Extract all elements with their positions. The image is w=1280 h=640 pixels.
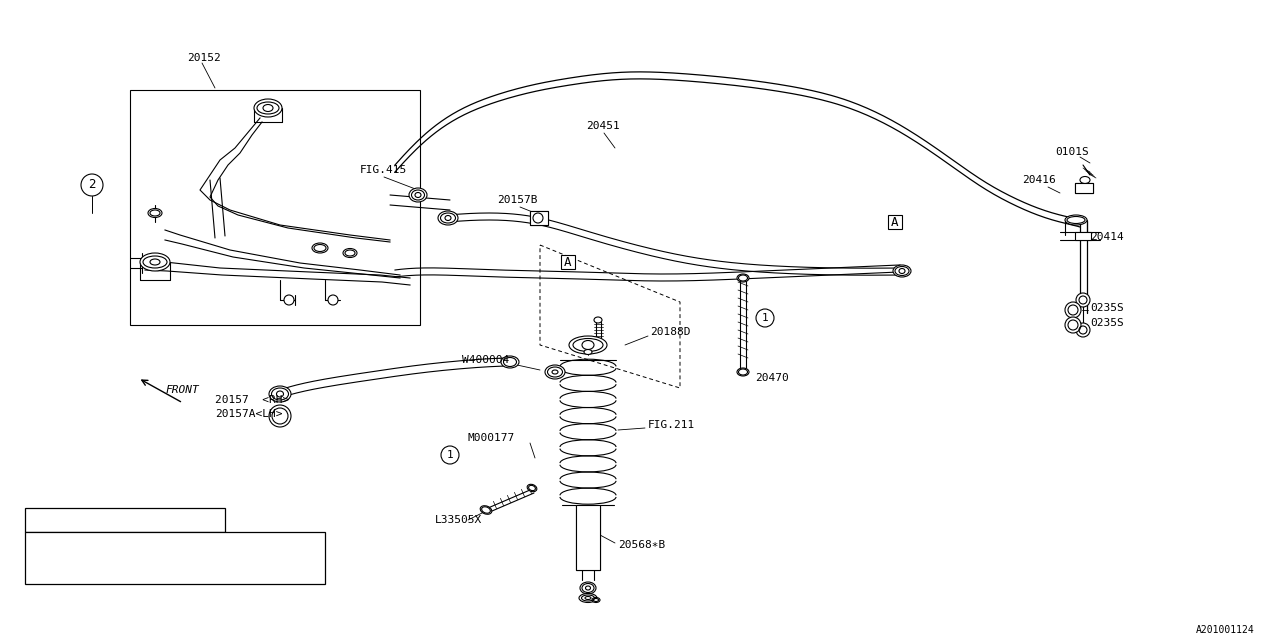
Ellipse shape (269, 386, 291, 402)
Text: A: A (564, 255, 572, 269)
Text: 20157A<LH>: 20157A<LH> (215, 409, 283, 419)
Text: 20157B: 20157B (497, 195, 538, 205)
Text: 1: 1 (37, 553, 44, 563)
Circle shape (81, 174, 102, 196)
Circle shape (756, 309, 774, 327)
Ellipse shape (591, 598, 600, 602)
Text: 20152: 20152 (187, 53, 220, 63)
Ellipse shape (312, 243, 328, 253)
Text: A: A (891, 216, 899, 228)
Bar (26, 508, 225, 532)
Ellipse shape (148, 209, 163, 218)
Ellipse shape (343, 248, 357, 257)
Text: 1: 1 (447, 450, 453, 460)
Circle shape (269, 405, 291, 427)
Text: 0235S: 0235S (1091, 303, 1124, 313)
Text: FRONT: FRONT (165, 385, 198, 395)
Ellipse shape (584, 349, 591, 355)
Ellipse shape (594, 317, 602, 323)
Text: 20157  <RH>: 20157 <RH> (215, 395, 289, 405)
Ellipse shape (579, 593, 596, 602)
Ellipse shape (438, 211, 458, 225)
Bar (530, 211, 548, 225)
Text: 20470: 20470 (755, 373, 788, 383)
Ellipse shape (140, 253, 170, 271)
Ellipse shape (527, 484, 536, 492)
Ellipse shape (580, 582, 596, 594)
Circle shape (442, 446, 460, 464)
Circle shape (1076, 323, 1091, 337)
Ellipse shape (253, 99, 282, 117)
Text: 20451: 20451 (586, 121, 620, 131)
Text: S +W: S +W (166, 540, 193, 550)
Ellipse shape (410, 188, 428, 202)
Circle shape (328, 295, 338, 305)
Circle shape (1065, 317, 1082, 333)
Text: FIG.211: FIG.211 (648, 420, 695, 430)
Bar (561, 255, 575, 269)
Bar (1075, 183, 1093, 193)
Text: M000283: M000283 (58, 566, 104, 576)
Ellipse shape (480, 506, 492, 515)
Text: 1: 1 (762, 313, 768, 323)
Bar (26, 532, 325, 584)
Text: FIG.415: FIG.415 (360, 165, 407, 175)
Text: SDBK +WOBK: SDBK +WOBK (166, 566, 233, 576)
Ellipse shape (1065, 215, 1087, 225)
Circle shape (1065, 302, 1082, 318)
Circle shape (284, 295, 294, 305)
Ellipse shape (570, 336, 607, 354)
Text: 20188D: 20188D (650, 327, 690, 337)
Text: M000177: M000177 (468, 433, 516, 443)
Bar (1075, 183, 1093, 193)
Text: 2: 2 (37, 515, 44, 525)
Bar (888, 215, 902, 229)
Circle shape (1076, 293, 1091, 307)
Bar (1075, 232, 1091, 240)
Text: 20414: 20414 (1091, 232, 1124, 242)
Bar (530, 211, 548, 225)
Text: 20568∗B: 20568∗B (618, 540, 666, 550)
Text: 0235S: 0235S (1091, 318, 1124, 328)
Ellipse shape (500, 356, 518, 368)
Text: 2: 2 (88, 179, 96, 191)
Circle shape (31, 511, 49, 529)
Text: 0101S: 0101S (1055, 147, 1089, 157)
Text: 20416: 20416 (1021, 175, 1056, 185)
Text: W400004: W400004 (462, 355, 509, 365)
Bar (576, 505, 600, 570)
Ellipse shape (893, 265, 911, 277)
Ellipse shape (737, 274, 749, 282)
Circle shape (29, 548, 50, 568)
Bar (131, 90, 420, 325)
Text: M000252: M000252 (58, 540, 104, 550)
Text: A201001124: A201001124 (1197, 625, 1254, 635)
Bar (1076, 234, 1089, 238)
Text: 20176B: 20176B (56, 515, 96, 525)
Text: L33505X: L33505X (435, 515, 483, 525)
Ellipse shape (1080, 177, 1091, 184)
Ellipse shape (545, 365, 564, 379)
Ellipse shape (737, 368, 749, 376)
